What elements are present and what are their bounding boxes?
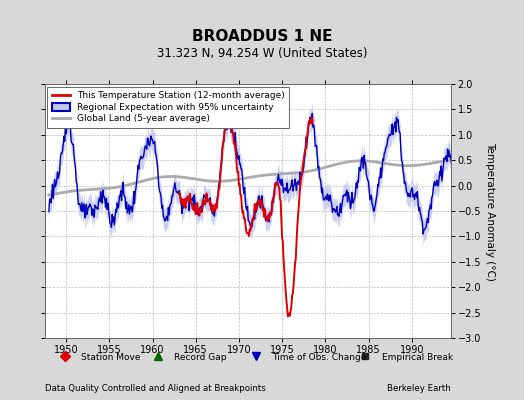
Text: Record Gap: Record Gap [174,352,227,362]
Text: Station Move: Station Move [81,352,140,362]
Text: Empirical Break: Empirical Break [381,352,453,362]
Text: Data Quality Controlled and Aligned at Breakpoints: Data Quality Controlled and Aligned at B… [45,384,265,393]
Y-axis label: Temperature Anomaly (°C): Temperature Anomaly (°C) [485,142,495,280]
Text: 31.323 N, 94.254 W (United States): 31.323 N, 94.254 W (United States) [157,47,367,60]
Text: Time of Obs. Change: Time of Obs. Change [272,352,366,362]
Text: Berkeley Earth: Berkeley Earth [387,384,451,393]
Legend: This Temperature Station (12-month average), Regional Expectation with 95% uncer: This Temperature Station (12-month avera… [47,87,289,128]
Text: BROADDUS 1 NE: BROADDUS 1 NE [192,29,332,44]
